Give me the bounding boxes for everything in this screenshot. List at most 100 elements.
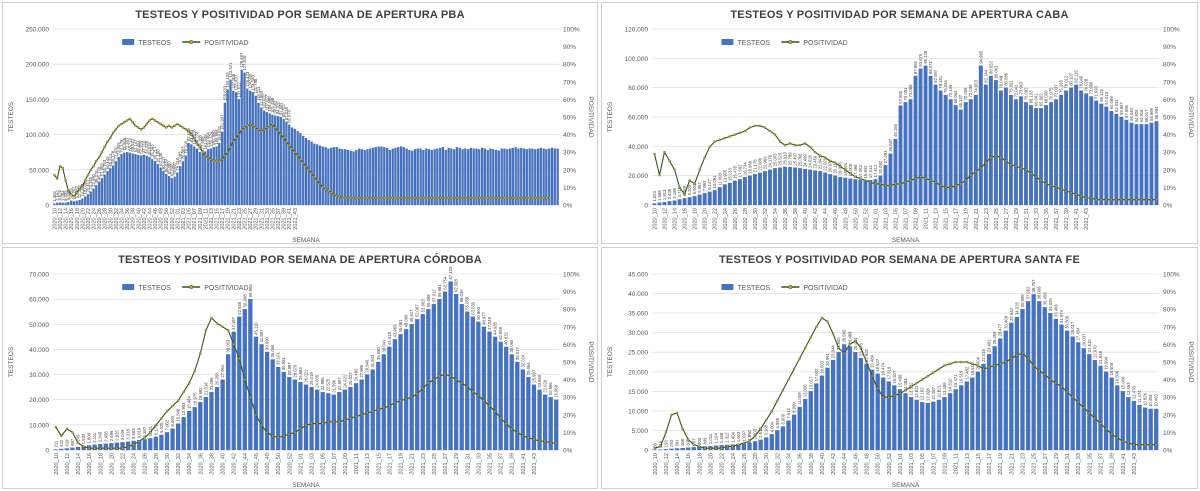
bar xyxy=(897,389,903,451)
x-tick-label: 2020_22 xyxy=(720,453,726,475)
data-label: 20.966 xyxy=(548,382,553,395)
bar xyxy=(95,185,98,206)
data-label: 71.470 xyxy=(113,146,118,159)
positividad-point xyxy=(720,446,723,450)
data-label: 4.641 xyxy=(148,425,153,436)
positividad-point xyxy=(678,186,681,189)
y-tick-label: 10.000 xyxy=(628,408,648,415)
positividad-point xyxy=(837,346,840,350)
bar xyxy=(1114,113,1119,206)
bar xyxy=(1044,105,1048,206)
bar xyxy=(309,387,314,451)
data-label: 58 xyxy=(652,442,657,447)
data-label: 1.697 xyxy=(741,430,746,441)
bar-series xyxy=(53,69,559,206)
data-label: 82.097 xyxy=(933,69,938,82)
positividad-point xyxy=(874,182,877,186)
bar xyxy=(1064,90,1069,206)
data-label: 1.104 xyxy=(714,433,719,444)
x-tick-label: 2020_14 xyxy=(673,208,679,230)
x-tick-label: 2020_50 xyxy=(853,208,859,230)
y-tick-label: 150.000 xyxy=(26,97,50,104)
y2-tick-label: 10% xyxy=(1163,185,1176,192)
x-tick-label: 2021_13 xyxy=(365,453,371,475)
bar xyxy=(303,384,309,451)
data-label: 45.110 xyxy=(253,322,258,335)
positividad-point xyxy=(234,136,238,140)
data-label: 10.548 xyxy=(176,408,181,421)
bar xyxy=(828,174,833,206)
positividad-point xyxy=(355,196,358,200)
data-label: 58.036 xyxy=(459,289,464,302)
y-tick-label: 100.000 xyxy=(625,56,649,63)
bar xyxy=(315,389,320,451)
x-tick-label: 2021_31 xyxy=(259,208,265,230)
data-label: 55.999 xyxy=(1149,107,1154,120)
positividad-point xyxy=(688,179,691,182)
positividad-point xyxy=(976,364,980,367)
positividad-point xyxy=(725,445,729,448)
positividad-point xyxy=(176,399,180,402)
x-tick-label: 2020_14 xyxy=(675,453,681,475)
positividad-point xyxy=(497,196,501,200)
bar xyxy=(836,352,841,451)
positividad-point xyxy=(542,196,545,200)
positividad-point xyxy=(926,374,930,378)
x-tick-label: 2021_11 xyxy=(924,208,930,229)
data-label: 46.178 xyxy=(97,166,102,179)
bar xyxy=(548,397,553,451)
bar xyxy=(968,99,973,206)
x-tick-label: 2021_27 xyxy=(443,453,449,475)
positividad-point xyxy=(162,124,165,128)
data-label: 88.052 xyxy=(988,60,993,73)
x-tick-label: 2021_37 xyxy=(1099,453,1105,475)
data-label: 1.598 xyxy=(657,190,662,201)
bar xyxy=(405,148,408,206)
positividad-point xyxy=(121,446,124,450)
bar xyxy=(363,149,366,206)
data-label: 70.005 xyxy=(963,87,968,100)
x-tick-label: 2021_29 xyxy=(1054,453,1060,475)
chart-svg: TESTEOS POSITIVIDAD020.00040.00060.00080.… xyxy=(607,27,1194,245)
data-label: 94.926 xyxy=(276,101,281,114)
data-label: 62.148 xyxy=(158,152,163,165)
bar xyxy=(288,124,291,206)
bar xyxy=(408,149,411,206)
bar xyxy=(1039,108,1043,206)
positividad-point xyxy=(204,154,207,157)
bar xyxy=(1092,359,1098,451)
data-label: 25.520 xyxy=(778,152,783,165)
data-label: 38.065 xyxy=(509,339,514,352)
data-label: 5.200 xyxy=(687,184,692,195)
data-label: 22.021 xyxy=(823,157,828,170)
positividad-point xyxy=(332,420,336,424)
bar xyxy=(441,147,445,206)
x-axis-title: SEMANA xyxy=(292,237,320,244)
bar xyxy=(153,161,157,206)
data-label: 95.128 xyxy=(923,50,928,63)
data-label: 75.034 xyxy=(943,80,948,93)
bar xyxy=(170,178,173,206)
positividad-point xyxy=(232,140,235,143)
bar xyxy=(67,202,70,206)
data-label: 16.507 xyxy=(892,370,897,383)
positividad-point xyxy=(844,168,847,172)
data-label: 9.285 xyxy=(63,190,68,201)
bar xyxy=(928,75,933,206)
positividad-point xyxy=(929,179,932,182)
data-label: 68.178 xyxy=(111,150,116,163)
positividad-point xyxy=(1076,401,1080,404)
bar xyxy=(819,375,825,451)
data-label: 30.951 xyxy=(281,357,286,370)
bar xyxy=(81,198,84,206)
data-label: 11.474 xyxy=(1137,390,1142,403)
positividad-point xyxy=(764,418,768,422)
data-label: 1.312 xyxy=(725,432,730,443)
data-label: 104.596 xyxy=(267,96,272,112)
y2-tick-label: 50% xyxy=(1163,115,1176,122)
positividad-point xyxy=(466,196,470,200)
bar xyxy=(313,143,316,206)
positividad-point xyxy=(117,124,120,128)
positividad-point xyxy=(111,131,115,135)
data-label: 13.522 xyxy=(909,382,914,395)
